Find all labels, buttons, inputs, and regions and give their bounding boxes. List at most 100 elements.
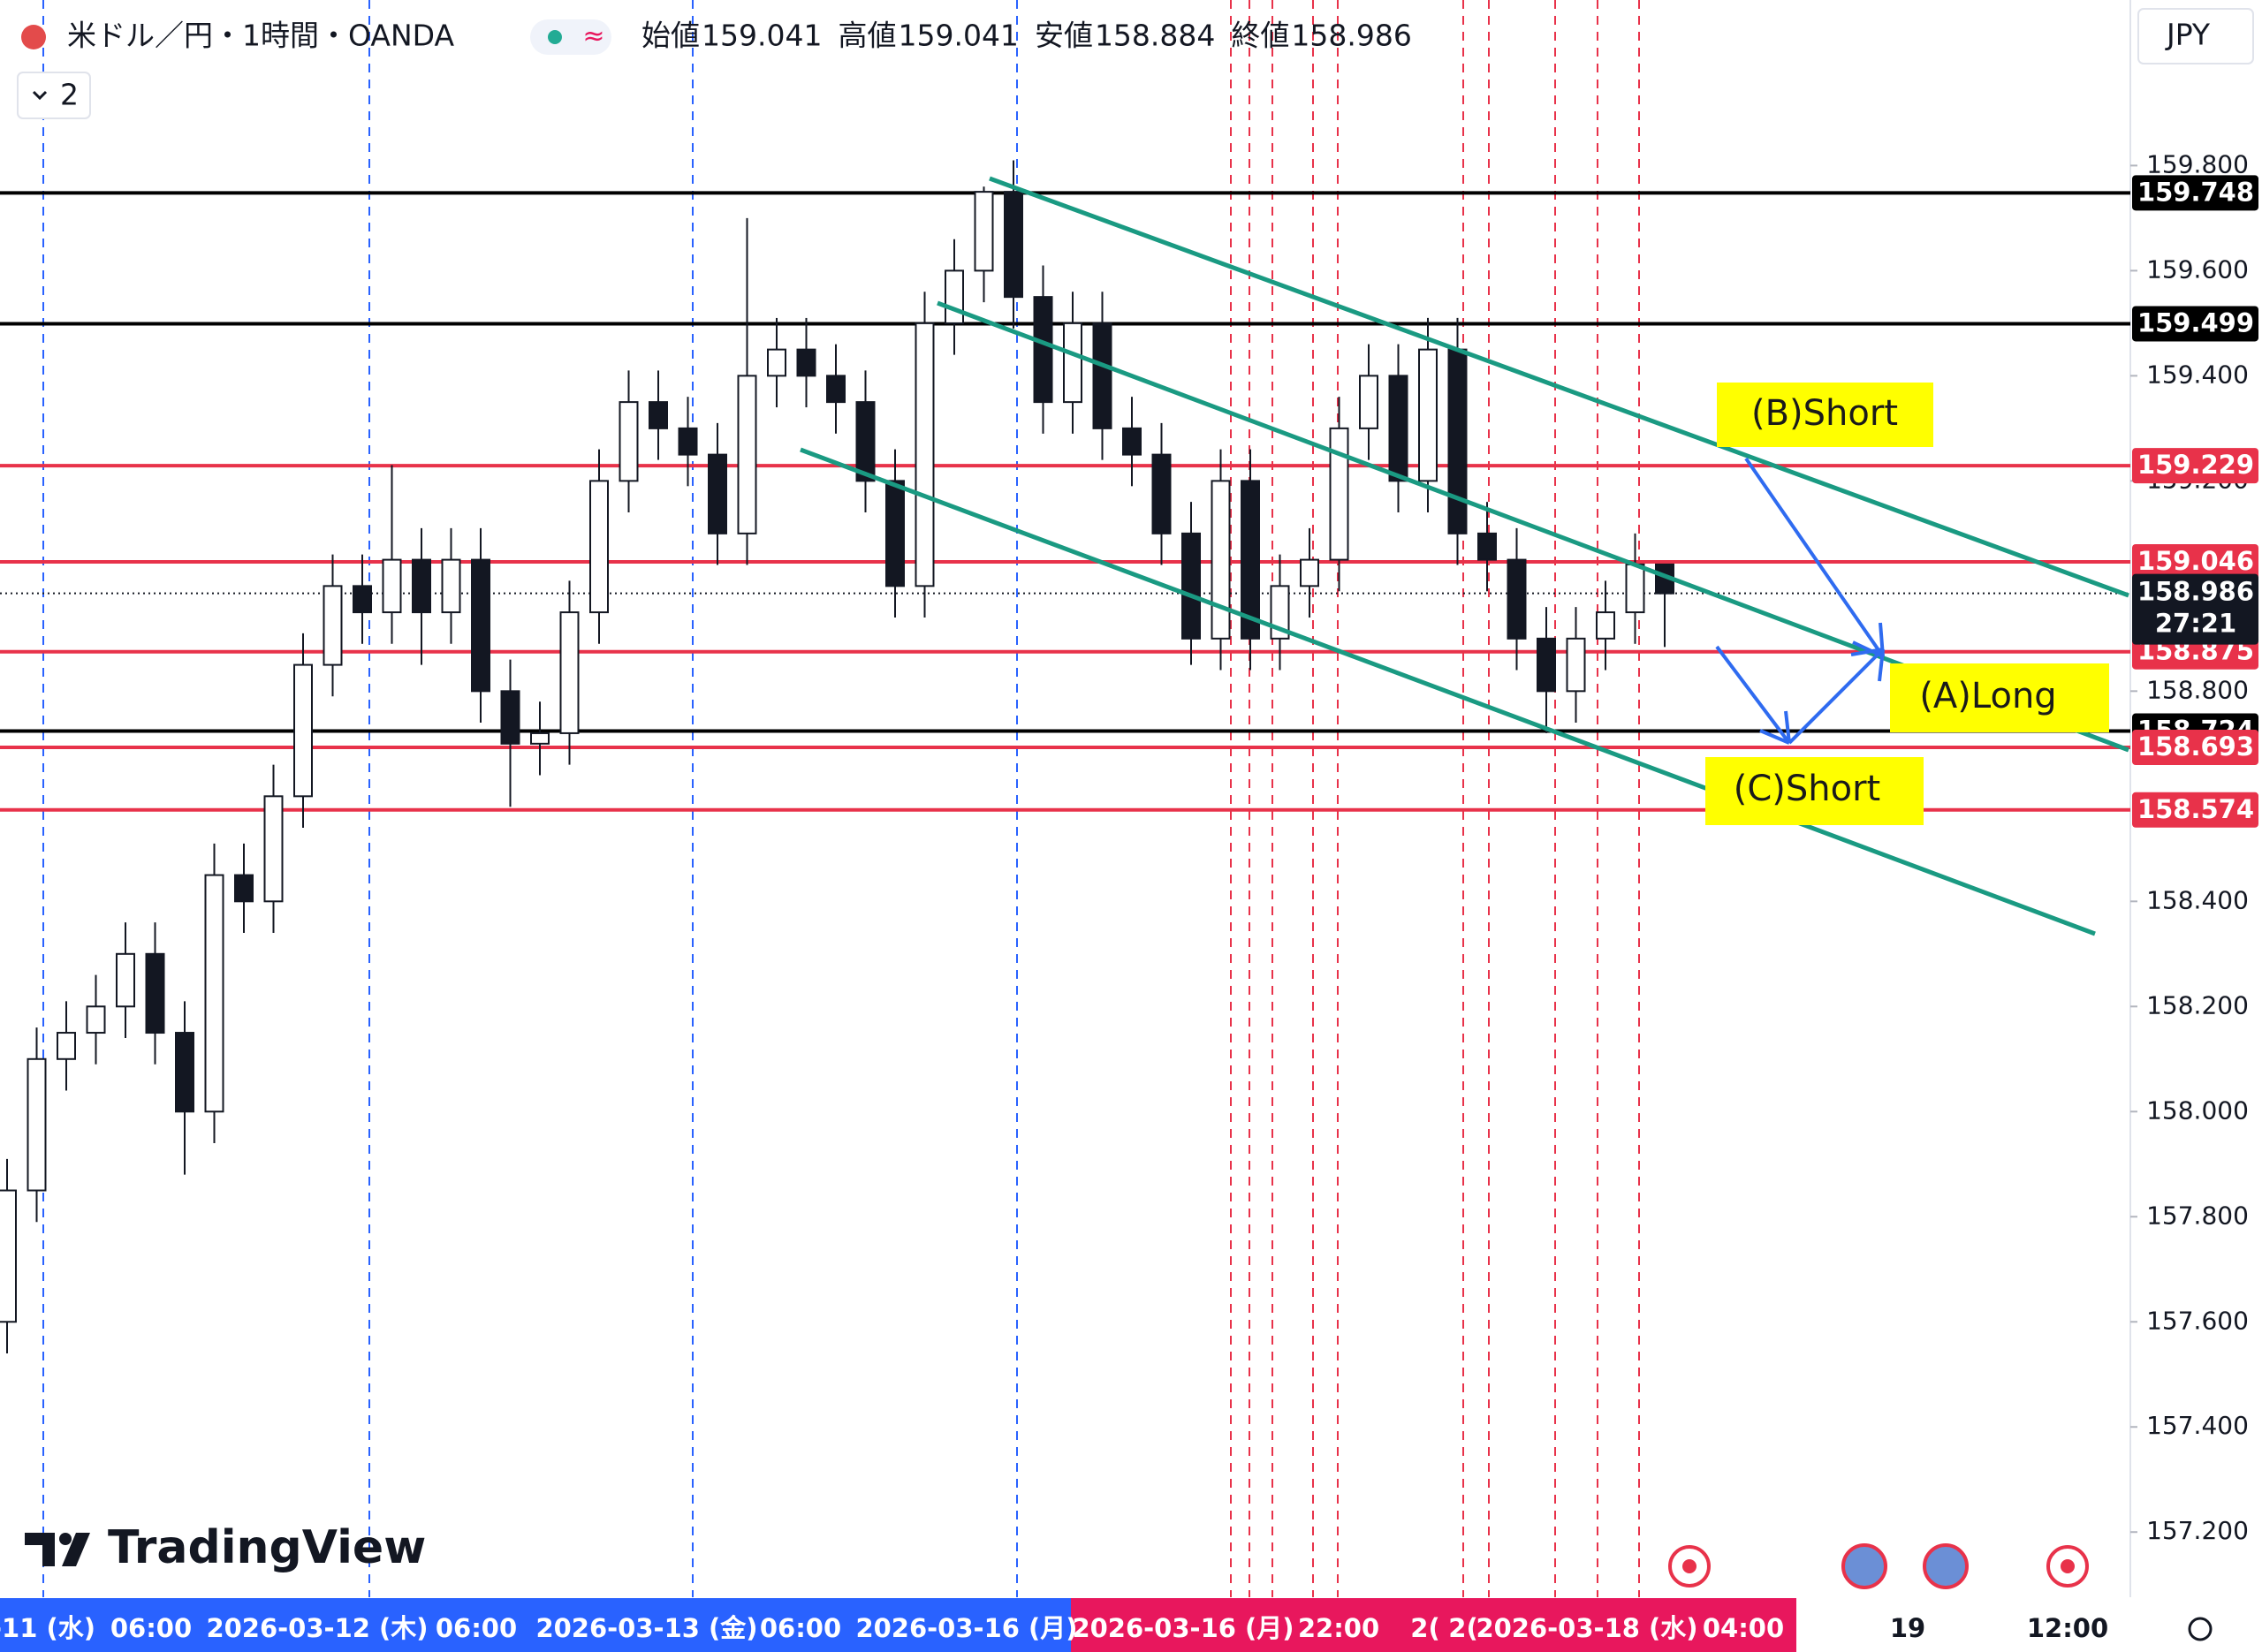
annotation-box xyxy=(1705,757,1924,825)
time-axis-highlight xyxy=(0,1598,1071,1652)
candle-body xyxy=(27,1057,47,1192)
candle-body xyxy=(945,269,964,324)
price-tag-label: 159.499 xyxy=(2137,307,2254,337)
price-tag xyxy=(2132,543,2258,580)
candle-body xyxy=(1033,296,1053,404)
candle-body xyxy=(1566,637,1586,693)
candle-body xyxy=(826,375,846,404)
ohlc-label: 安値 xyxy=(1035,19,1093,53)
time-axis-highlight xyxy=(1071,1598,1796,1652)
symbol: 米ドル／円・1時間・OANDA xyxy=(67,19,454,53)
price-tag xyxy=(2132,792,2258,828)
price-tag xyxy=(2132,729,2258,765)
x-tick-label: 2026-03-16 (月) xyxy=(855,1613,1077,1643)
candle-body xyxy=(737,375,757,534)
candle-body xyxy=(1004,191,1023,299)
candle-body xyxy=(1537,637,1556,693)
candle-body xyxy=(323,585,343,666)
ohlc-value: 159.041 xyxy=(898,19,1018,53)
y-tick-label: 157.400 xyxy=(2146,1411,2249,1440)
current-price-tag xyxy=(2132,573,2258,645)
x-tick-label: 06:00 xyxy=(110,1613,192,1643)
logo: TradingView xyxy=(25,1521,426,1574)
header: 米ドル／円・1時間・OANDA ≈ 始値 159.041 高値 159.041 安値 15… xyxy=(17,8,2254,119)
session-lines xyxy=(42,0,1640,1597)
x-tick-label: 06:00 xyxy=(760,1613,841,1643)
x-tick-label: 22:00 xyxy=(1298,1613,1379,1643)
x-tick-label: 2026-03-18 (水) xyxy=(1476,1613,1697,1643)
indicator-count[interactable]: 2 xyxy=(60,78,79,112)
price-tag-label: 159.748 xyxy=(2137,177,2254,207)
candle-body xyxy=(678,427,698,456)
countdown: 27:21 xyxy=(2155,609,2236,639)
annotation-box xyxy=(1717,383,1933,447)
candle-body xyxy=(885,480,905,587)
annotation-box xyxy=(1890,663,2109,732)
currency-button[interactable] xyxy=(2137,8,2254,64)
candle-body xyxy=(234,874,254,903)
y-tick-label: 158.400 xyxy=(2146,885,2249,914)
channel xyxy=(800,176,2129,936)
price-tag xyxy=(2132,448,2258,484)
candle-body xyxy=(293,663,313,798)
ohlc-value: 159.041 xyxy=(702,19,822,53)
candle-body xyxy=(0,1189,17,1323)
y-tick-label: 159.400 xyxy=(2146,360,2249,389)
current-price-label: 158.986 xyxy=(2137,577,2254,607)
annotation: (B)Short xyxy=(1751,393,1898,434)
candle-body xyxy=(500,690,520,745)
annotation: (C)Short xyxy=(1734,769,1880,809)
x-tick-label: 19 xyxy=(1890,1613,1925,1643)
candle-body xyxy=(1241,480,1260,640)
candle-body xyxy=(175,1032,194,1113)
candle-body xyxy=(116,952,135,1008)
y-tick-label: 157.600 xyxy=(2146,1306,2249,1335)
candle-body xyxy=(1596,611,1615,640)
y-tick-label: 158.800 xyxy=(2146,675,2249,704)
y-tick-label: 159.600 xyxy=(2146,254,2249,284)
candle-body xyxy=(412,558,431,614)
price-tag xyxy=(2132,175,2258,211)
candle-body xyxy=(263,795,284,903)
ohlc-value: 158.986 xyxy=(1291,19,1411,53)
candle-body xyxy=(1388,375,1408,482)
x-tick-label: 12:00 xyxy=(2027,1613,2108,1643)
watermark: TradingView xyxy=(108,1521,426,1574)
candle-body xyxy=(1063,322,1082,404)
indicator-toggle[interactable] xyxy=(17,72,91,119)
y-tick-label: 157.800 xyxy=(2146,1201,2249,1230)
candle-body xyxy=(382,558,402,614)
candle-body xyxy=(1122,427,1142,456)
candle-body xyxy=(204,874,224,1113)
ohlc-value: 158.884 xyxy=(1095,19,1215,53)
candle-body xyxy=(1359,375,1378,429)
ohlc-label: 高値 xyxy=(838,19,896,53)
price-tag-label: 159.229 xyxy=(2137,450,2254,480)
candle-body xyxy=(1477,532,1497,561)
candle-body xyxy=(767,348,786,377)
candle-body xyxy=(974,191,994,272)
candle-body xyxy=(589,480,609,614)
x-tick-label: 2026-03-16 (月) xyxy=(1072,1613,1294,1643)
candle-body xyxy=(1211,480,1231,640)
candle-body xyxy=(471,558,490,693)
x-tick-label: 2( xyxy=(1410,1613,1439,1643)
candle-body xyxy=(1151,453,1172,534)
candle-body xyxy=(649,401,668,429)
status-icon: ≈ xyxy=(582,21,604,52)
y-tick-label: 158.000 xyxy=(2146,1095,2249,1125)
currency[interactable]: JPY xyxy=(2165,18,2211,52)
candle-body xyxy=(619,401,639,482)
event-icons xyxy=(1668,1543,2213,1641)
flag-icon xyxy=(21,25,46,49)
annotation: (A)Long xyxy=(1919,676,2056,716)
candle-body xyxy=(1507,558,1527,640)
ohlc-label: 始値 xyxy=(641,19,700,53)
candle-body xyxy=(559,611,580,734)
candle-body xyxy=(145,952,165,1034)
x-tick-label: 2026-03-12 (木) xyxy=(206,1613,428,1643)
candle-body xyxy=(1181,532,1201,640)
candle-body xyxy=(915,322,935,587)
x-tick-label: 2( xyxy=(1448,1613,1477,1643)
